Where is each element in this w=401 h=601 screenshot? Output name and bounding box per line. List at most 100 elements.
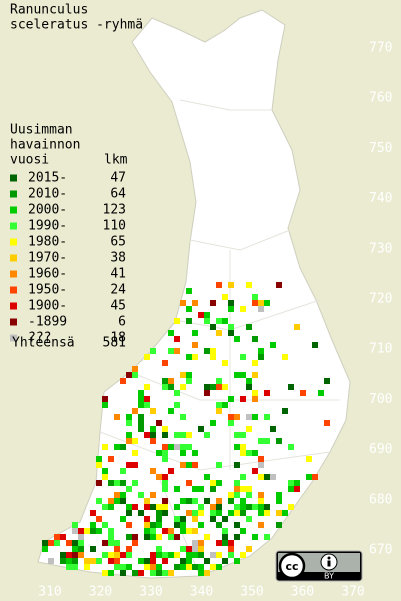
legend-count: 123 <box>103 203 126 218</box>
observation-square <box>192 510 198 516</box>
observation-square <box>222 516 228 522</box>
observation-square <box>156 564 162 570</box>
observation-square <box>126 546 132 552</box>
observation-square <box>246 378 252 384</box>
by-icon-head <box>327 556 331 560</box>
observation-square <box>120 378 126 384</box>
observation-square <box>138 402 144 408</box>
observation-square <box>204 558 210 564</box>
legend-count: 18 <box>110 331 126 346</box>
legend-swatch <box>10 302 17 310</box>
observation-square <box>132 438 138 444</box>
legend-header: lkm <box>104 153 128 168</box>
observation-square <box>204 474 210 480</box>
observation-square <box>96 516 102 522</box>
observation-square <box>198 570 204 576</box>
observation-square <box>240 306 246 312</box>
observation-square <box>216 564 222 570</box>
observation-square <box>66 540 72 546</box>
legend-label: -1899 <box>28 315 67 330</box>
observation-square <box>162 426 168 432</box>
observation-square <box>132 366 138 372</box>
observation-square <box>150 438 156 444</box>
observation-square <box>192 528 198 534</box>
observation-square <box>168 408 174 414</box>
observation-square <box>78 540 84 546</box>
observation-square <box>120 570 126 576</box>
x-coord-label: 370 <box>341 585 364 600</box>
observation-square <box>186 462 192 468</box>
observation-square <box>102 468 108 474</box>
observation-square <box>180 432 186 438</box>
observation-square <box>72 558 78 564</box>
observation-square <box>144 396 150 402</box>
observation-square <box>72 546 78 552</box>
observation-square <box>90 546 96 552</box>
observation-square <box>240 396 246 402</box>
observation-square <box>108 480 114 486</box>
observation-square <box>114 480 120 486</box>
observation-square <box>306 456 312 462</box>
observation-square <box>54 540 60 546</box>
observation-square <box>96 480 102 486</box>
observation-square <box>162 498 168 504</box>
legend-swatch <box>10 286 17 294</box>
observation-square <box>102 540 108 546</box>
observation-square <box>126 414 132 420</box>
observation-square <box>198 312 204 318</box>
legend-swatch <box>10 270 17 278</box>
observation-square <box>168 378 174 384</box>
observation-square <box>138 570 144 576</box>
cc-icon-text: cc <box>285 560 298 573</box>
observation-square <box>186 318 192 324</box>
observation-square <box>258 492 264 498</box>
observation-square <box>264 510 270 516</box>
observation-square <box>228 546 234 552</box>
observation-square <box>60 558 66 564</box>
observation-square <box>204 318 210 324</box>
observation-square <box>66 564 72 570</box>
legend-label: 1970- <box>28 251 67 266</box>
observation-square <box>162 378 168 384</box>
y-coord-label: 670 <box>369 543 392 558</box>
observation-square <box>240 552 246 558</box>
observation-square <box>180 516 186 522</box>
observation-square <box>156 516 162 522</box>
observation-squares <box>42 282 330 576</box>
y-coord-label: 680 <box>369 492 392 507</box>
observation-square <box>228 414 234 420</box>
observation-square <box>162 570 168 576</box>
legend-count: 41 <box>110 267 126 282</box>
legend-label: ??? <box>28 331 51 346</box>
observation-square <box>216 330 222 336</box>
observation-square <box>234 522 240 528</box>
observation-square <box>234 462 240 468</box>
observation-square <box>108 528 114 534</box>
observation-square <box>192 546 198 552</box>
observation-square <box>126 534 132 540</box>
observation-square <box>144 432 150 438</box>
observation-square <box>180 564 186 570</box>
observation-square <box>216 462 222 468</box>
observation-square <box>162 444 168 450</box>
observation-square <box>102 402 108 408</box>
observation-square <box>282 354 288 360</box>
observation-square <box>252 294 258 300</box>
observation-square <box>108 570 114 576</box>
observation-square <box>276 510 282 516</box>
y-coord-label: 730 <box>369 241 392 256</box>
legend-count: 38 <box>110 251 126 266</box>
observation-square <box>114 564 120 570</box>
finland <box>37 9 351 579</box>
observation-square <box>126 432 132 438</box>
by-icon-body <box>327 560 331 567</box>
observation-square <box>150 558 156 564</box>
legend-label: 2010- <box>28 187 67 202</box>
observation-square <box>96 558 102 564</box>
observation-square <box>108 558 114 564</box>
observation-square <box>174 336 180 342</box>
legend-header: vuosi <box>10 153 49 168</box>
observation-square <box>234 414 240 420</box>
observation-square <box>234 432 240 438</box>
legend-label: 2015- <box>28 171 67 186</box>
